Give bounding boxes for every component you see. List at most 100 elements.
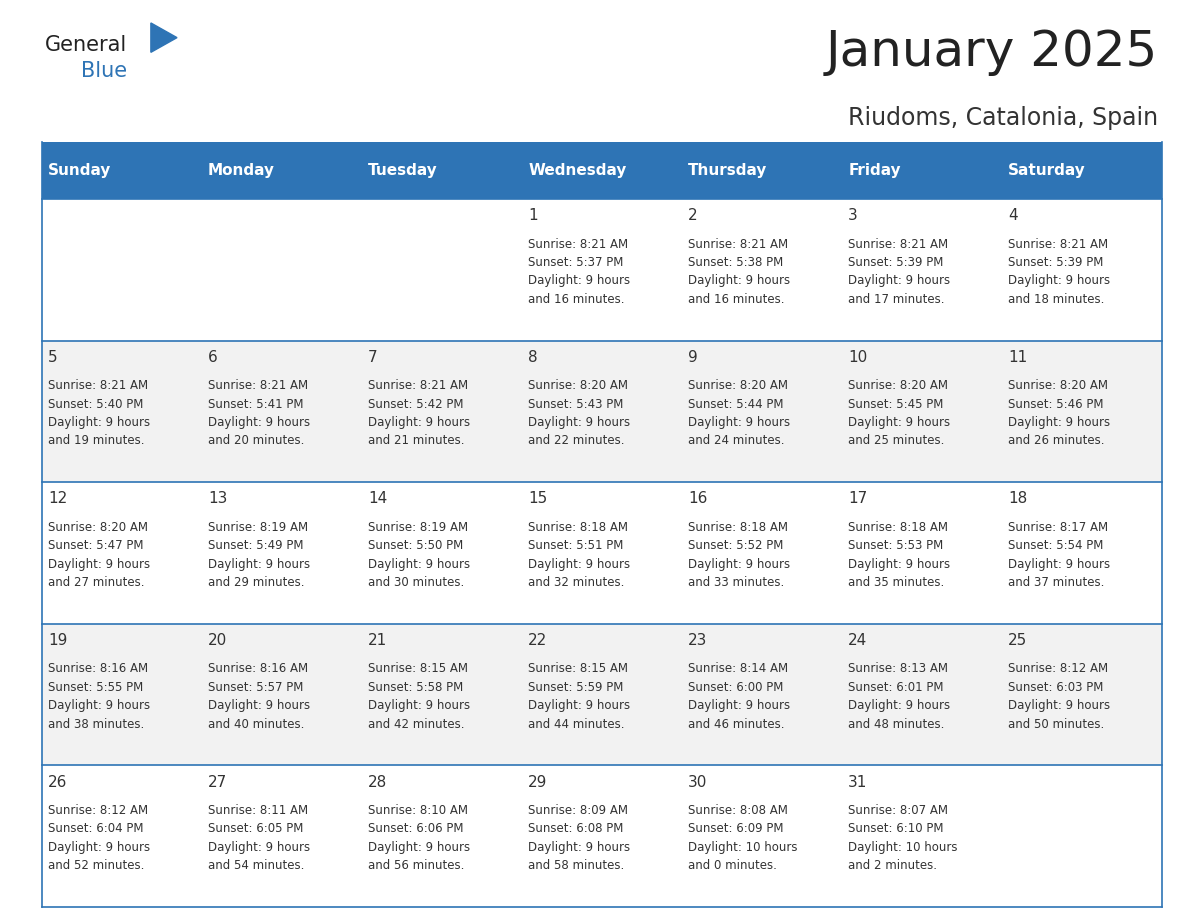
Text: 21: 21: [368, 633, 387, 648]
Text: Sunset: 5:42 PM: Sunset: 5:42 PM: [368, 397, 463, 410]
Text: Sunrise: 8:12 AM: Sunrise: 8:12 AM: [48, 804, 148, 817]
Text: Daylight: 9 hours: Daylight: 9 hours: [529, 700, 630, 712]
Text: Sunrise: 8:18 AM: Sunrise: 8:18 AM: [688, 521, 788, 534]
Text: and 46 minutes.: and 46 minutes.: [688, 718, 784, 731]
Text: 27: 27: [208, 775, 227, 789]
Text: Tuesday: Tuesday: [368, 163, 438, 178]
Bar: [42, 482, 1162, 624]
Text: Sunrise: 8:16 AM: Sunrise: 8:16 AM: [208, 663, 308, 676]
Text: Sunset: 5:55 PM: Sunset: 5:55 PM: [48, 681, 144, 694]
Text: Sunset: 6:09 PM: Sunset: 6:09 PM: [688, 823, 784, 835]
Text: 17: 17: [848, 491, 867, 507]
Text: Wednesday: Wednesday: [529, 163, 626, 178]
Text: and 32 minutes.: and 32 minutes.: [529, 576, 625, 589]
Text: Riudoms, Catalonia, Spain: Riudoms, Catalonia, Spain: [848, 106, 1158, 129]
Text: 30: 30: [688, 775, 708, 789]
Text: Daylight: 10 hours: Daylight: 10 hours: [848, 841, 958, 854]
Text: Sunset: 5:54 PM: Sunset: 5:54 PM: [1009, 539, 1104, 553]
Text: Sunrise: 8:21 AM: Sunrise: 8:21 AM: [529, 238, 628, 251]
Text: Sunrise: 8:20 AM: Sunrise: 8:20 AM: [688, 379, 788, 392]
Text: Daylight: 9 hours: Daylight: 9 hours: [688, 416, 790, 429]
Text: Daylight: 9 hours: Daylight: 9 hours: [1009, 416, 1111, 429]
Text: 6: 6: [208, 350, 217, 365]
Text: 11: 11: [1009, 350, 1028, 365]
Text: Sunrise: 8:17 AM: Sunrise: 8:17 AM: [1009, 521, 1108, 534]
Text: and 38 minutes.: and 38 minutes.: [48, 718, 144, 731]
Text: and 18 minutes.: and 18 minutes.: [1009, 293, 1105, 306]
Text: Sunrise: 8:21 AM: Sunrise: 8:21 AM: [1009, 238, 1108, 251]
Text: Sunset: 5:38 PM: Sunset: 5:38 PM: [688, 256, 783, 269]
Text: Friday: Friday: [848, 163, 901, 178]
Text: Sunrise: 8:21 AM: Sunrise: 8:21 AM: [48, 379, 148, 392]
Text: Sunset: 5:46 PM: Sunset: 5:46 PM: [1009, 397, 1104, 410]
Text: Sunrise: 8:10 AM: Sunrise: 8:10 AM: [368, 804, 468, 817]
Bar: [42, 199, 1162, 341]
Text: Sunrise: 8:20 AM: Sunrise: 8:20 AM: [529, 379, 628, 392]
Text: Sunset: 5:57 PM: Sunset: 5:57 PM: [208, 681, 303, 694]
Text: Sunset: 5:44 PM: Sunset: 5:44 PM: [688, 397, 784, 410]
Text: Sunrise: 8:21 AM: Sunrise: 8:21 AM: [368, 379, 468, 392]
Text: 29: 29: [529, 775, 548, 789]
Text: 26: 26: [48, 775, 68, 789]
Text: Sunset: 6:01 PM: Sunset: 6:01 PM: [848, 681, 943, 694]
Text: General: General: [45, 35, 127, 55]
Text: 8: 8: [529, 350, 538, 365]
Text: 31: 31: [848, 775, 867, 789]
Text: Sunrise: 8:14 AM: Sunrise: 8:14 AM: [688, 663, 789, 676]
Text: and 48 minutes.: and 48 minutes.: [848, 718, 944, 731]
Text: Sunset: 6:05 PM: Sunset: 6:05 PM: [208, 823, 303, 835]
Text: 5: 5: [48, 350, 57, 365]
Text: Daylight: 9 hours: Daylight: 9 hours: [688, 274, 790, 287]
Text: and 27 minutes.: and 27 minutes.: [48, 576, 145, 589]
Text: Sunset: 5:40 PM: Sunset: 5:40 PM: [48, 397, 144, 410]
Text: Daylight: 9 hours: Daylight: 9 hours: [368, 416, 470, 429]
Text: 14: 14: [368, 491, 387, 507]
Text: 19: 19: [48, 633, 68, 648]
Text: Sunset: 6:10 PM: Sunset: 6:10 PM: [848, 823, 943, 835]
Text: Sunrise: 8:15 AM: Sunrise: 8:15 AM: [529, 663, 628, 676]
Text: Sunset: 5:39 PM: Sunset: 5:39 PM: [848, 256, 943, 269]
Text: and 17 minutes.: and 17 minutes.: [848, 293, 944, 306]
Text: 16: 16: [688, 491, 708, 507]
Text: Daylight: 9 hours: Daylight: 9 hours: [48, 557, 150, 571]
Text: Monday: Monday: [208, 163, 276, 178]
Text: Sunrise: 8:12 AM: Sunrise: 8:12 AM: [1009, 663, 1108, 676]
Text: Saturday: Saturday: [1009, 163, 1086, 178]
Text: 7: 7: [368, 350, 378, 365]
Text: Sunrise: 8:20 AM: Sunrise: 8:20 AM: [1009, 379, 1108, 392]
Text: Daylight: 9 hours: Daylight: 9 hours: [848, 557, 950, 571]
Text: Daylight: 9 hours: Daylight: 9 hours: [688, 557, 790, 571]
Text: Sunset: 5:59 PM: Sunset: 5:59 PM: [529, 681, 624, 694]
Text: Daylight: 9 hours: Daylight: 9 hours: [208, 557, 310, 571]
Text: Sunset: 6:00 PM: Sunset: 6:00 PM: [688, 681, 784, 694]
Text: 24: 24: [848, 633, 867, 648]
Bar: [42, 624, 1162, 766]
Text: 2: 2: [688, 208, 697, 223]
Text: and 26 minutes.: and 26 minutes.: [1009, 434, 1105, 447]
Text: 1: 1: [529, 208, 538, 223]
Text: Sunset: 5:37 PM: Sunset: 5:37 PM: [529, 256, 624, 269]
Text: 22: 22: [529, 633, 548, 648]
Text: 4: 4: [1009, 208, 1018, 223]
Text: Sunrise: 8:16 AM: Sunrise: 8:16 AM: [48, 663, 148, 676]
Text: Daylight: 9 hours: Daylight: 9 hours: [848, 700, 950, 712]
Text: and 35 minutes.: and 35 minutes.: [848, 576, 944, 589]
Text: Sunrise: 8:18 AM: Sunrise: 8:18 AM: [848, 521, 948, 534]
Text: and 33 minutes.: and 33 minutes.: [688, 576, 784, 589]
Text: Daylight: 9 hours: Daylight: 9 hours: [529, 416, 630, 429]
Text: Blue: Blue: [81, 61, 127, 81]
Text: and 44 minutes.: and 44 minutes.: [529, 718, 625, 731]
Text: 23: 23: [688, 633, 708, 648]
Text: 20: 20: [208, 633, 227, 648]
Text: 18: 18: [1009, 491, 1028, 507]
Text: Sunrise: 8:09 AM: Sunrise: 8:09 AM: [529, 804, 628, 817]
Text: 25: 25: [1009, 633, 1028, 648]
Text: Daylight: 9 hours: Daylight: 9 hours: [48, 416, 150, 429]
Text: 10: 10: [848, 350, 867, 365]
Text: 9: 9: [688, 350, 697, 365]
Text: Daylight: 9 hours: Daylight: 9 hours: [368, 700, 470, 712]
Bar: [42, 341, 1162, 482]
Text: Daylight: 9 hours: Daylight: 9 hours: [1009, 557, 1111, 571]
Text: Daylight: 9 hours: Daylight: 9 hours: [48, 700, 150, 712]
Text: Sunset: 5:41 PM: Sunset: 5:41 PM: [208, 397, 303, 410]
